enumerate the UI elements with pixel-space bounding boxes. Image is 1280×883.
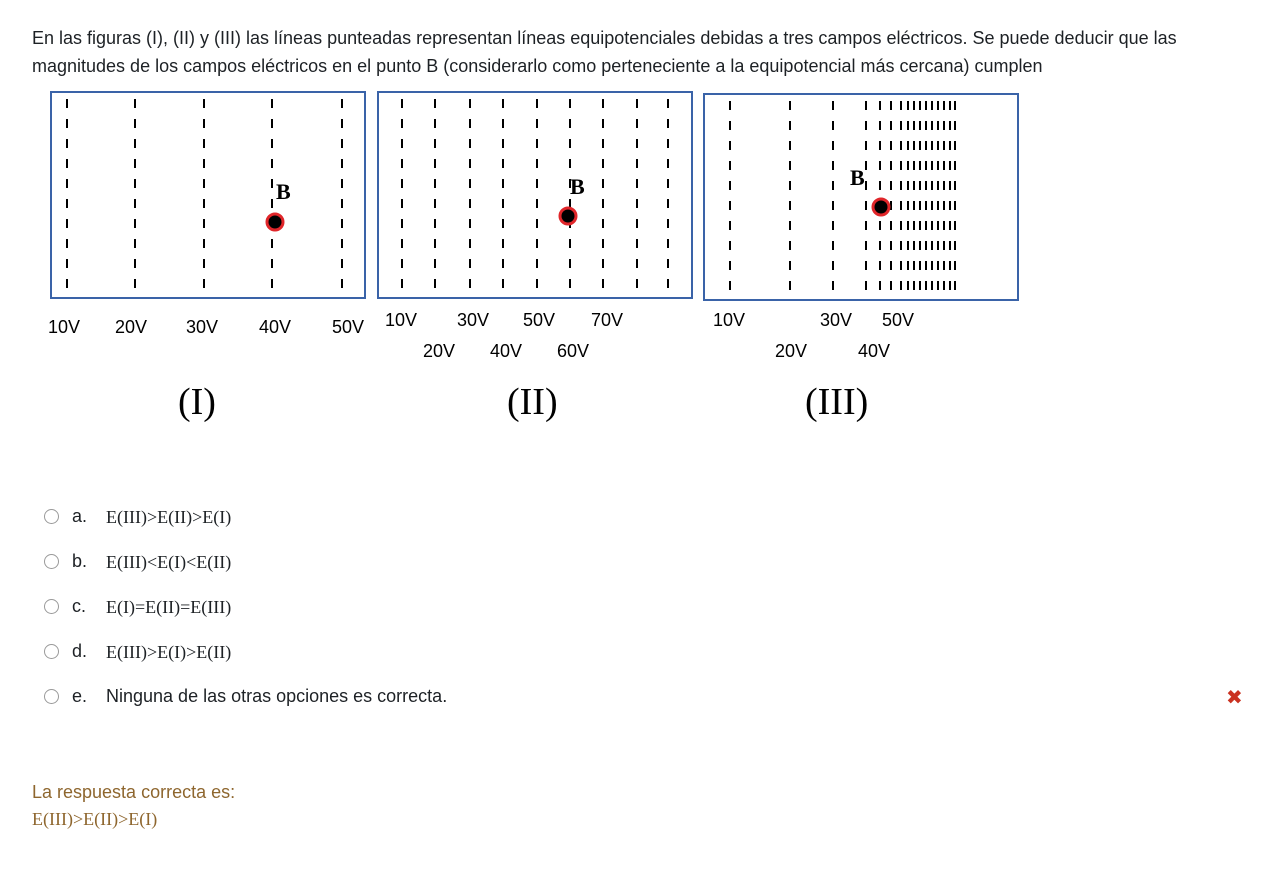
option-letter: b. [72, 551, 88, 571]
option-e[interactable]: e. Ninguna de las otras opciones es corr… [40, 683, 1250, 713]
radio-button[interactable] [44, 509, 59, 524]
option-text: E(I)=E(II)=E(III) [106, 597, 232, 617]
incorrect-icon: ✖ [1226, 687, 1243, 709]
voltage-label: 60V [557, 341, 589, 361]
radio-button[interactable] [44, 554, 59, 569]
voltage-label: 20V [775, 341, 807, 361]
option-c[interactable]: c. E(I)=E(II)=E(III) [40, 593, 1250, 623]
option-text: E(III)>E(I)>E(II) [106, 642, 232, 662]
voltage-label: 10V [48, 317, 80, 337]
figure-title-3: (III) [805, 381, 868, 423]
point-b-label-2: B [570, 174, 585, 199]
option-letter: a. [72, 506, 88, 526]
voltage-label: 50V [523, 310, 555, 330]
voltage-label: 50V [882, 310, 914, 330]
point-b-marker-2 [558, 206, 578, 226]
voltage-label: 10V [713, 310, 745, 330]
correct-answer: E(III)>E(II)>E(I) [32, 809, 158, 829]
option-letter: e. [72, 686, 88, 706]
voltage-label: 40V [858, 341, 890, 361]
option-letter: d. [72, 641, 88, 661]
voltage-label: 40V [259, 317, 291, 337]
figure-3-equipotential-lines [729, 101, 956, 292]
point-b-marker-1 [265, 212, 285, 232]
option-b[interactable]: b. E(III)<E(I)<E(II) [40, 548, 1250, 578]
voltage-label: 20V [423, 341, 455, 361]
option-text: Ninguna de las otras opciones es correct… [106, 686, 448, 706]
radio-button[interactable] [44, 599, 59, 614]
option-letter: c. [72, 596, 87, 616]
figure-2-equipotential-lines [401, 99, 669, 290]
point-b-label-1: B [276, 179, 291, 204]
question-text: En las figuras (I), (II) y (III) las lín… [32, 28, 1177, 76]
option-text: E(III)<E(I)<E(II) [106, 552, 232, 572]
voltage-label: 50V [332, 317, 364, 337]
voltage-label: 20V [115, 317, 147, 337]
radio-button[interactable] [44, 689, 59, 704]
figure-1-equipotential-lines [66, 99, 343, 290]
option-a[interactable]: a. E(III)>E(II)>E(I) [40, 503, 1250, 533]
figure-title-1: (I) [178, 381, 216, 423]
radio-button[interactable] [44, 644, 59, 659]
point-b-marker-3 [871, 197, 891, 217]
figure-frame-2 [377, 91, 693, 299]
figure-title-2: (II) [507, 381, 558, 423]
voltage-label: 30V [186, 317, 218, 337]
figure-frame-3 [703, 93, 1019, 301]
feedback-area: La respuesta correcta es: E(III)>E(II)>E… [32, 782, 235, 830]
feedback-label: La respuesta correcta es: [32, 782, 236, 802]
voltage-label: 10V [385, 310, 417, 330]
voltage-label: 70V [591, 310, 623, 330]
point-b-label-3: B [850, 165, 865, 190]
figure-frame-1 [50, 91, 366, 299]
voltage-label: 40V [490, 341, 522, 361]
option-d[interactable]: d. E(III)>E(I)>E(II) [40, 638, 1250, 668]
voltage-label: 30V [820, 310, 852, 330]
option-text: E(III)>E(II)>E(I) [106, 507, 232, 527]
voltage-label: 30V [457, 310, 489, 330]
